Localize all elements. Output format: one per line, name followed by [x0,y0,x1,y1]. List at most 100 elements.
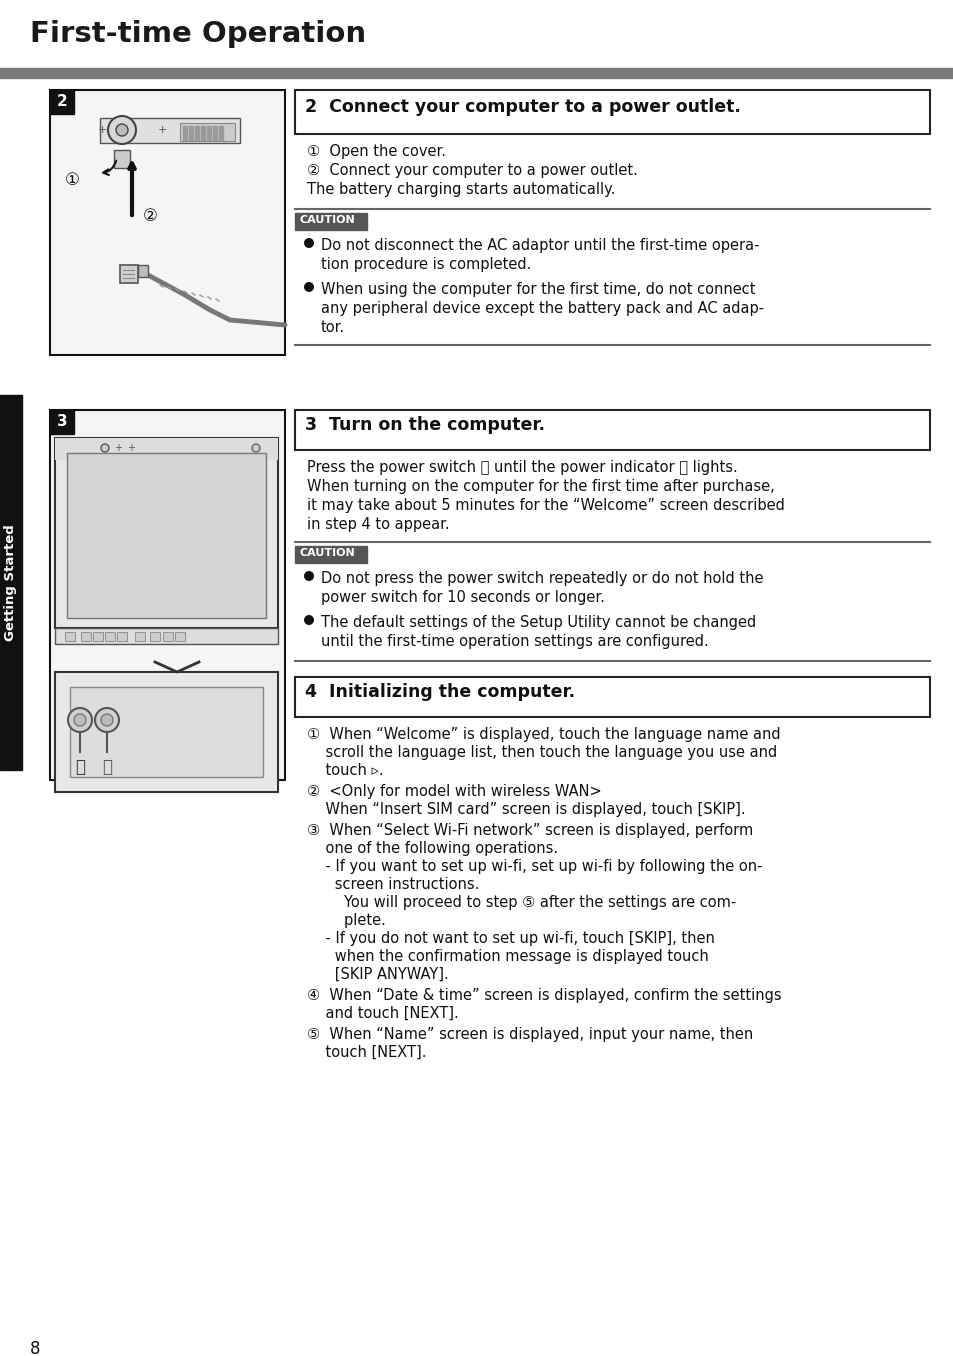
Circle shape [101,443,109,452]
Text: ①  Open the cover.: ① Open the cover. [307,144,446,159]
Text: tion procedure is completed.: tion procedure is completed. [320,258,531,273]
Text: any peripheral device except the battery pack and AC adap-: any peripheral device except the battery… [320,301,763,316]
Text: When turning on the computer for the first time after purchase,: When turning on the computer for the fir… [307,479,774,494]
Bar [100,118,240,142]
Text: 4  Initializing the computer.: 4 Initializing the computer. [305,683,575,701]
Bar [201,126,205,140]
Text: ②: ② [142,207,157,225]
Text: Getting Started: Getting Started [5,525,17,641]
Text: when the confirmation message is displayed touch: when the confirmation message is display… [307,949,708,964]
Circle shape [101,715,112,725]
Text: tor.: tor. [320,320,345,335]
Circle shape [68,708,91,732]
Bar [294,213,367,231]
Circle shape [95,708,119,732]
Text: touch ▹.: touch ▹. [307,763,383,778]
Text: Do not press the power switch repeatedly or do not hold the: Do not press the power switch repeatedly… [320,571,762,586]
Bar [105,632,115,641]
Text: 2  Connect your computer to a power outlet.: 2 Connect your computer to a power outle… [305,98,740,117]
Circle shape [252,443,260,452]
Text: - If you want to set up wi-fi, set up wi-fi by following the on-: - If you want to set up wi-fi, set up wi… [307,858,761,875]
Text: until the first-time operation settings are configured.: until the first-time operation settings … [320,635,708,650]
Bar [189,126,193,140]
Bar [183,126,187,140]
Bar [50,89,285,355]
Text: - If you do not want to set up wi-fi, touch [SKIP], then: - If you do not want to set up wi-fi, to… [307,932,714,946]
Bar [207,126,211,140]
Bar [138,264,148,277]
Bar [120,264,138,283]
Text: CAUTION: CAUTION [299,548,355,559]
Text: +: + [157,125,167,136]
Bar [213,126,216,140]
Bar [163,632,172,641]
Text: Do not disconnect the AC adaptor until the first-time opera-: Do not disconnect the AC adaptor until t… [320,239,759,254]
Text: and touch [NEXT].: and touch [NEXT]. [307,1006,458,1021]
Bar [70,687,263,777]
Bar [55,628,277,644]
Bar [150,632,160,641]
Bar [65,632,75,641]
Text: First-time Operation: First-time Operation [30,20,366,47]
Circle shape [74,715,86,725]
Text: it may take about 5 minutes for the “Welcome” screen described: it may take about 5 minutes for the “Wel… [307,498,784,513]
Text: plete.: plete. [307,913,385,928]
Text: in step 4 to appear.: in step 4 to appear. [307,517,449,532]
Text: ①: ① [65,171,79,188]
Text: +: + [127,443,135,453]
Text: ②  <Only for model with wireless WAN>: ② <Only for model with wireless WAN> [307,784,601,799]
Text: ⏻: ⏻ [102,758,112,776]
Text: screen instructions.: screen instructions. [307,877,478,892]
Text: one of the following operations.: one of the following operations. [307,841,558,856]
Bar [55,438,277,628]
Text: 2: 2 [56,95,68,110]
Bar [50,89,74,114]
Text: +: + [113,443,122,453]
Bar [113,151,130,168]
Circle shape [304,239,314,248]
Bar [81,632,91,641]
Bar [117,632,127,641]
Bar [0,395,22,770]
Bar [294,89,929,134]
Text: You will proceed to step ⑤ after the settings are com-: You will proceed to step ⑤ after the set… [307,895,736,910]
Text: 8: 8 [30,1340,40,1356]
Text: ⑤  When “Name” screen is displayed, input your name, then: ⑤ When “Name” screen is displayed, input… [307,1026,753,1041]
Text: +: + [97,125,107,136]
Text: ④  When “Date & time” screen is displayed, confirm the settings: ④ When “Date & time” screen is displayed… [307,989,781,1003]
Text: The battery charging starts automatically.: The battery charging starts automaticall… [307,182,615,197]
Text: When using the computer for the first time, do not connect: When using the computer for the first ti… [320,282,755,297]
Bar [294,546,367,563]
Bar [50,410,285,780]
Bar [219,126,223,140]
Bar [294,410,929,450]
Bar [55,673,277,792]
Bar [180,123,234,141]
Circle shape [116,123,128,136]
Bar [194,126,199,140]
Text: 3: 3 [56,415,68,430]
Bar [0,68,953,79]
Bar [92,632,103,641]
Bar [294,677,929,717]
Text: ③  When “Select Wi-Fi network” screen is displayed, perform: ③ When “Select Wi-Fi network” screen is … [307,823,753,838]
Bar [174,632,185,641]
Text: 3  Turn on the computer.: 3 Turn on the computer. [305,416,544,434]
Text: Press the power switch ⏻ until the power indicator ⓘ lights.: Press the power switch ⏻ until the power… [307,460,737,475]
Text: When “Insert SIM card” screen is displayed, touch [SKIP].: When “Insert SIM card” screen is display… [307,801,745,818]
Bar [67,453,266,618]
Text: power switch for 10 seconds or longer.: power switch for 10 seconds or longer. [320,590,604,605]
Circle shape [304,571,314,580]
Circle shape [304,616,314,625]
Bar [55,438,277,460]
Text: ①  When “Welcome” is displayed, touch the language name and: ① When “Welcome” is displayed, touch the… [307,727,780,742]
Text: The default settings of the Setup Utility cannot be changed: The default settings of the Setup Utilit… [320,616,756,631]
Circle shape [304,282,314,292]
Circle shape [108,117,136,144]
Text: ②  Connect your computer to a power outlet.: ② Connect your computer to a power outle… [307,163,638,178]
Text: touch [NEXT].: touch [NEXT]. [307,1045,426,1060]
Text: CAUTION: CAUTION [299,216,355,225]
Text: scroll the language list, then touch the language you use and: scroll the language list, then touch the… [307,744,777,759]
Bar [50,410,74,434]
Text: ⏻: ⏻ [75,758,85,776]
